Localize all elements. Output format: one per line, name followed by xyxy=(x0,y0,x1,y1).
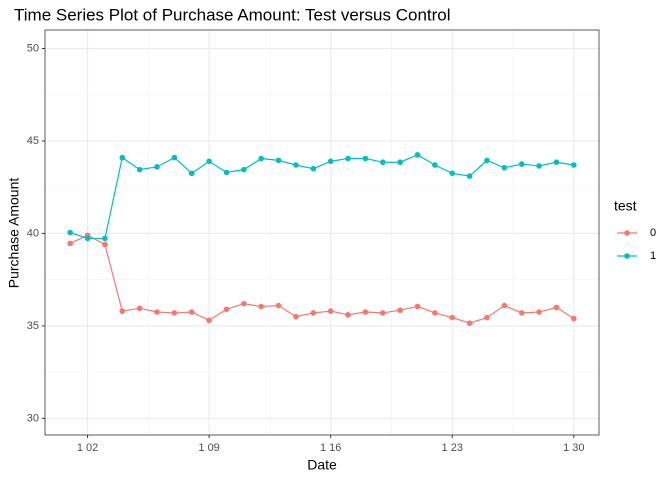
point xyxy=(327,158,334,165)
point xyxy=(362,155,369,162)
point xyxy=(327,308,334,314)
point xyxy=(102,241,108,248)
point xyxy=(241,166,247,173)
point xyxy=(397,307,403,313)
point xyxy=(258,155,265,162)
legend-label: 1 xyxy=(650,250,656,262)
x-tick-label: 1 09 xyxy=(198,442,219,454)
point xyxy=(536,309,542,315)
point xyxy=(241,300,247,307)
legend-title: test xyxy=(614,198,637,214)
y-tick-label: 35 xyxy=(27,320,39,332)
point xyxy=(553,304,560,311)
point xyxy=(379,159,386,166)
point xyxy=(501,164,508,171)
point xyxy=(466,320,473,326)
x-tick-label: 1 30 xyxy=(563,442,584,454)
y-tick-label: 40 xyxy=(27,227,39,239)
point xyxy=(449,314,456,321)
x-tick-label: 1 02 xyxy=(77,442,98,454)
legend-point xyxy=(624,230,630,236)
point xyxy=(432,162,438,168)
point xyxy=(397,159,403,166)
point xyxy=(154,309,160,315)
point xyxy=(345,155,351,162)
point xyxy=(188,309,195,315)
point xyxy=(414,303,421,310)
point xyxy=(188,170,195,177)
point xyxy=(275,302,282,309)
point xyxy=(379,310,386,316)
point xyxy=(501,302,508,309)
point xyxy=(119,154,126,161)
point xyxy=(136,166,143,173)
point xyxy=(154,164,160,170)
x-tick-label: 1 16 xyxy=(320,442,341,454)
point xyxy=(258,303,265,310)
legend-point xyxy=(624,253,630,259)
point xyxy=(449,170,456,177)
point xyxy=(536,163,542,169)
x-axis-label: Date xyxy=(307,457,337,473)
point xyxy=(206,158,212,165)
point xyxy=(293,313,299,320)
point xyxy=(67,229,73,236)
point xyxy=(275,157,282,164)
point xyxy=(84,235,91,242)
point xyxy=(310,165,317,172)
point xyxy=(345,311,351,318)
panel-border xyxy=(44,29,600,436)
point xyxy=(293,162,299,168)
x-tick-label: 1 23 xyxy=(442,442,463,454)
point xyxy=(206,317,212,324)
chart-title: Time Series Plot of Purchase Amount: Tes… xyxy=(14,5,451,24)
point xyxy=(362,309,369,315)
series-line xyxy=(69,234,575,324)
point xyxy=(171,310,178,316)
point xyxy=(432,310,438,316)
point xyxy=(414,152,421,158)
point xyxy=(466,173,473,179)
point xyxy=(102,235,108,242)
y-tick-label: 45 xyxy=(27,135,39,147)
point xyxy=(484,157,490,164)
point xyxy=(553,159,560,166)
point xyxy=(310,310,317,316)
legend-label: 0 xyxy=(650,227,656,239)
series-line xyxy=(69,154,574,240)
point xyxy=(171,154,178,161)
point xyxy=(518,161,525,167)
y-tick-label: 50 xyxy=(27,42,39,54)
y-axis-label: Purchase Amount xyxy=(6,178,22,289)
point xyxy=(119,308,126,314)
point xyxy=(67,240,73,247)
point xyxy=(484,314,490,321)
point xyxy=(223,306,230,313)
y-tick-label: 30 xyxy=(27,412,39,424)
point xyxy=(136,305,143,312)
point xyxy=(518,310,525,316)
point xyxy=(571,315,577,322)
point xyxy=(571,162,577,168)
point xyxy=(223,169,230,176)
